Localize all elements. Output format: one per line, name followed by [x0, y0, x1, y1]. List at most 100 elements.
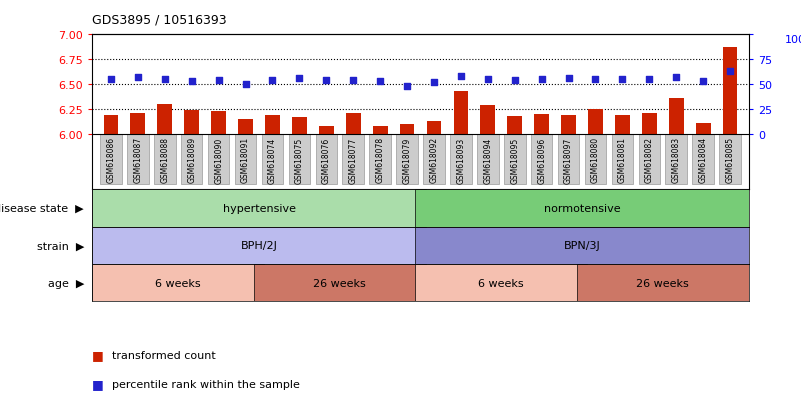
Text: GSM618077: GSM618077: [348, 137, 358, 183]
Text: GSM618089: GSM618089: [187, 137, 196, 183]
Bar: [184, 111, 199, 135]
Text: GSM618094: GSM618094: [483, 137, 493, 183]
Bar: [415, 264, 587, 301]
Bar: [534, 115, 549, 135]
Text: 6 weeks: 6 weeks: [478, 278, 524, 288]
Point: [347, 78, 360, 84]
FancyBboxPatch shape: [612, 135, 633, 185]
FancyBboxPatch shape: [692, 135, 714, 185]
Text: GSM618088: GSM618088: [160, 137, 169, 183]
Bar: [265, 116, 280, 135]
Text: GSM618092: GSM618092: [429, 137, 438, 183]
Text: GSM618083: GSM618083: [672, 137, 681, 183]
Bar: [346, 114, 360, 135]
Bar: [669, 99, 684, 135]
Text: disease state  ▶: disease state ▶: [0, 204, 84, 214]
FancyBboxPatch shape: [288, 135, 310, 185]
FancyBboxPatch shape: [235, 135, 256, 185]
Point: [428, 80, 441, 86]
Point: [185, 79, 198, 85]
Text: 26 weeks: 26 weeks: [637, 278, 689, 288]
Point: [616, 77, 629, 83]
Bar: [415, 227, 749, 264]
Point: [293, 76, 306, 82]
Point: [723, 69, 736, 76]
Bar: [415, 190, 749, 227]
FancyBboxPatch shape: [719, 135, 741, 185]
Bar: [254, 264, 426, 301]
Text: GSM618076: GSM618076: [322, 137, 331, 183]
Bar: [103, 116, 119, 135]
Bar: [319, 127, 334, 135]
FancyBboxPatch shape: [423, 135, 445, 185]
FancyBboxPatch shape: [450, 135, 472, 185]
Point: [670, 75, 682, 81]
Point: [454, 74, 467, 81]
Bar: [481, 106, 495, 135]
Bar: [238, 120, 253, 135]
Text: GSM618095: GSM618095: [510, 137, 519, 183]
Text: ■: ■: [92, 377, 104, 391]
FancyBboxPatch shape: [477, 135, 498, 185]
FancyBboxPatch shape: [154, 135, 175, 185]
Text: GSM618097: GSM618097: [564, 137, 573, 183]
FancyBboxPatch shape: [262, 135, 284, 185]
Point: [562, 76, 575, 82]
Text: GSM618091: GSM618091: [241, 137, 250, 183]
Bar: [577, 264, 749, 301]
Text: GSM618096: GSM618096: [537, 137, 546, 183]
FancyBboxPatch shape: [369, 135, 391, 185]
Text: GSM618080: GSM618080: [591, 137, 600, 183]
Bar: [400, 125, 414, 135]
Point: [697, 79, 710, 85]
Text: GSM618093: GSM618093: [457, 137, 465, 183]
Bar: [642, 114, 657, 135]
Text: transformed count: transformed count: [112, 350, 216, 360]
FancyBboxPatch shape: [557, 135, 579, 185]
Bar: [562, 116, 576, 135]
FancyBboxPatch shape: [208, 135, 229, 185]
FancyBboxPatch shape: [181, 135, 203, 185]
Bar: [92, 227, 426, 264]
Bar: [92, 264, 264, 301]
Point: [481, 77, 494, 83]
FancyBboxPatch shape: [585, 135, 606, 185]
Bar: [372, 127, 388, 135]
Point: [131, 75, 144, 81]
Bar: [211, 112, 226, 135]
Point: [320, 78, 332, 84]
FancyBboxPatch shape: [666, 135, 687, 185]
Text: ■: ■: [92, 349, 104, 362]
Text: GSM618085: GSM618085: [726, 137, 735, 183]
Text: GSM618081: GSM618081: [618, 137, 627, 183]
FancyBboxPatch shape: [531, 135, 553, 185]
FancyBboxPatch shape: [316, 135, 337, 185]
Bar: [696, 124, 710, 135]
FancyBboxPatch shape: [396, 135, 418, 185]
FancyBboxPatch shape: [343, 135, 364, 185]
Text: normotensive: normotensive: [544, 204, 620, 214]
Bar: [507, 117, 522, 135]
Text: GSM618087: GSM618087: [134, 137, 143, 183]
Text: strain  ▶: strain ▶: [37, 241, 84, 251]
Text: GSM618084: GSM618084: [698, 137, 707, 183]
FancyBboxPatch shape: [638, 135, 660, 185]
Point: [212, 78, 225, 84]
Bar: [92, 190, 426, 227]
Text: GSM618078: GSM618078: [376, 137, 384, 183]
Point: [266, 78, 279, 84]
Bar: [292, 118, 307, 135]
Point: [535, 77, 548, 83]
Point: [159, 77, 171, 83]
Text: GSM618086: GSM618086: [107, 137, 115, 183]
Bar: [157, 105, 172, 135]
Text: age  ▶: age ▶: [48, 278, 84, 288]
Text: percentile rank within the sample: percentile rank within the sample: [112, 379, 300, 389]
Point: [643, 77, 656, 83]
Point: [509, 78, 521, 84]
Bar: [723, 48, 738, 135]
FancyBboxPatch shape: [504, 135, 525, 185]
FancyBboxPatch shape: [100, 135, 122, 185]
Text: GSM618082: GSM618082: [645, 137, 654, 183]
Point: [400, 84, 413, 90]
